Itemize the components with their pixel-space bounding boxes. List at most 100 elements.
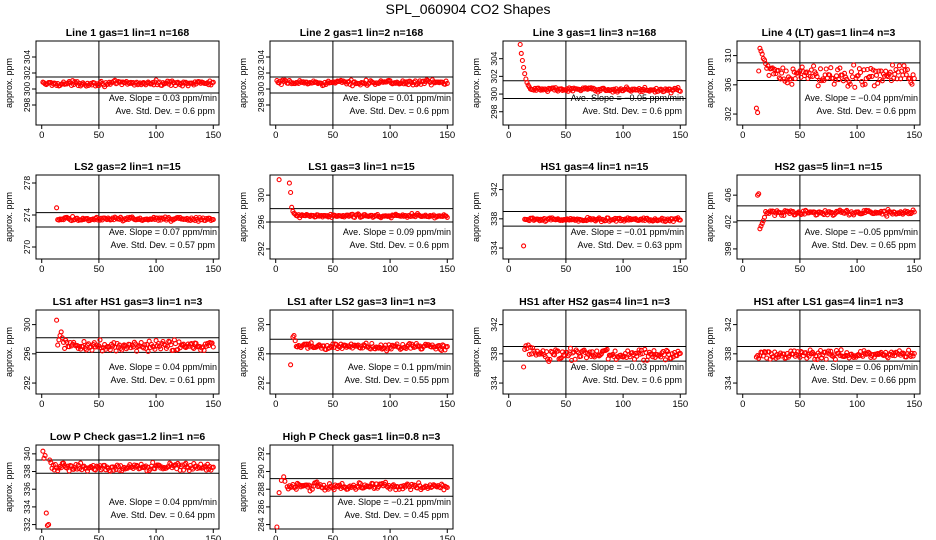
data-point — [406, 341, 413, 347]
data-point — [869, 73, 875, 79]
data-point — [659, 215, 665, 221]
chart-panel: LS1 gas=3 lin=1 n=15 0 50 100 150 292 296 300 ap… — [238, 161, 455, 275]
x-tick-label: 100 — [148, 264, 164, 275]
data-point — [776, 75, 782, 81]
y-axis-label: approx. ppm — [471, 327, 481, 377]
y-axis-label: approx. ppm — [471, 58, 481, 108]
data-point — [142, 464, 148, 470]
y-tick-label: 302 — [256, 66, 266, 80]
y-tick-label: 298 — [22, 98, 32, 112]
data-point — [155, 340, 161, 347]
y-tick-label: 298 — [489, 104, 499, 118]
x-tick-label: 100 — [382, 399, 398, 410]
data-point — [779, 212, 785, 218]
data-point — [73, 461, 79, 468]
data-point — [878, 208, 884, 214]
slope-annotation: Ave. Slope = −0.04 ppm/min — [805, 93, 918, 103]
data-point — [138, 461, 144, 467]
data-point — [662, 357, 668, 363]
x-tick-label: 0 — [273, 399, 278, 410]
x-tick-label: 150 — [205, 130, 221, 141]
data-point — [551, 352, 558, 358]
y-tick-label: 284 — [256, 517, 266, 531]
data-point — [788, 208, 794, 214]
data-point — [89, 347, 95, 353]
data-point — [753, 105, 759, 111]
x-tick-label: 150 — [205, 534, 221, 540]
slope-annotation: Ave. Slope = 0.07 ppm/min — [109, 227, 217, 237]
data-point — [152, 346, 158, 352]
y-axis-label: approx. ppm — [238, 462, 248, 512]
data-point — [170, 347, 176, 353]
data-point — [164, 216, 171, 222]
data-point — [827, 72, 833, 78]
data-point — [522, 71, 528, 77]
data-point — [828, 348, 834, 354]
data-point — [781, 212, 787, 218]
chart-panel: Line 2 gas=1 lin=2 n=168 0 50 100 150 298 300 3… — [238, 27, 455, 141]
x-tick-label: 50 — [94, 264, 105, 275]
data-point — [646, 218, 652, 224]
data-point — [144, 341, 150, 347]
y-axis-label: approx. ppm — [4, 192, 14, 242]
data-point — [145, 348, 151, 355]
data-point — [865, 349, 872, 355]
data-point — [823, 356, 829, 362]
y-tick-label: 406 — [723, 188, 733, 202]
y-tick-label: 300 — [256, 188, 266, 202]
data-point — [783, 68, 789, 74]
data-point — [210, 79, 216, 85]
plot-frame — [736, 40, 921, 126]
y-tick-label: 290 — [256, 464, 266, 478]
slope-annotation: Ave. Slope = −0.01 ppm/min — [571, 227, 684, 237]
x-tick-label: 100 — [849, 399, 865, 410]
x-tick-label: 150 — [439, 264, 455, 275]
y-tick-label: 304 — [489, 51, 499, 65]
data-point — [792, 76, 798, 82]
y-axis-label: approx. ppm — [4, 58, 14, 108]
data-point — [780, 65, 786, 71]
data-point — [521, 364, 527, 370]
data-point — [755, 110, 761, 116]
y-tick-label: 342 — [489, 317, 499, 331]
data-point — [134, 462, 140, 468]
x-tick-label: 50 — [795, 130, 806, 141]
data-point — [911, 75, 917, 82]
data-point — [876, 68, 882, 74]
data-point — [276, 490, 282, 496]
panel-title: LS1 gas=3 lin=1 n=15 — [308, 161, 415, 173]
data-point — [167, 339, 173, 345]
data-point — [578, 353, 584, 359]
y-tick-label: 342 — [723, 317, 733, 331]
data-point — [176, 215, 182, 222]
plot-frame — [502, 309, 687, 395]
panel-title: High P Check gas=1 lin=0.8 n=3 — [283, 431, 441, 443]
x-tick-label: 150 — [439, 130, 455, 141]
data-point — [597, 352, 603, 358]
std-dev-annotation: Ave. Std. Dev. = 0.6 ppm — [350, 106, 449, 116]
data-point — [828, 65, 834, 71]
data-point — [793, 351, 800, 358]
data-point — [40, 448, 46, 454]
data-point — [84, 468, 91, 474]
data-point — [902, 67, 908, 73]
data-point — [416, 480, 422, 486]
y-axis-label: approx. ppm — [238, 58, 248, 108]
data-point — [288, 362, 294, 368]
data-point — [433, 346, 439, 352]
x-tick-label: 0 — [273, 130, 278, 141]
data-point — [291, 333, 297, 339]
std-dev-annotation: Ave. Std. Dev. = 0.61 ppm — [111, 375, 215, 385]
data-point — [773, 71, 779, 77]
data-point — [909, 81, 915, 87]
data-point — [861, 348, 867, 354]
data-point — [198, 80, 204, 86]
data-point — [547, 356, 553, 362]
data-point — [911, 209, 917, 215]
slope-annotation: Ave. Slope = −0.03 ppm/min — [571, 362, 684, 372]
data-point — [78, 460, 84, 466]
data-point — [801, 73, 808, 79]
data-point — [421, 213, 427, 219]
std-dev-annotation: Ave. Std. Dev. = 0.6 ppm — [583, 375, 682, 385]
data-point — [677, 350, 683, 356]
